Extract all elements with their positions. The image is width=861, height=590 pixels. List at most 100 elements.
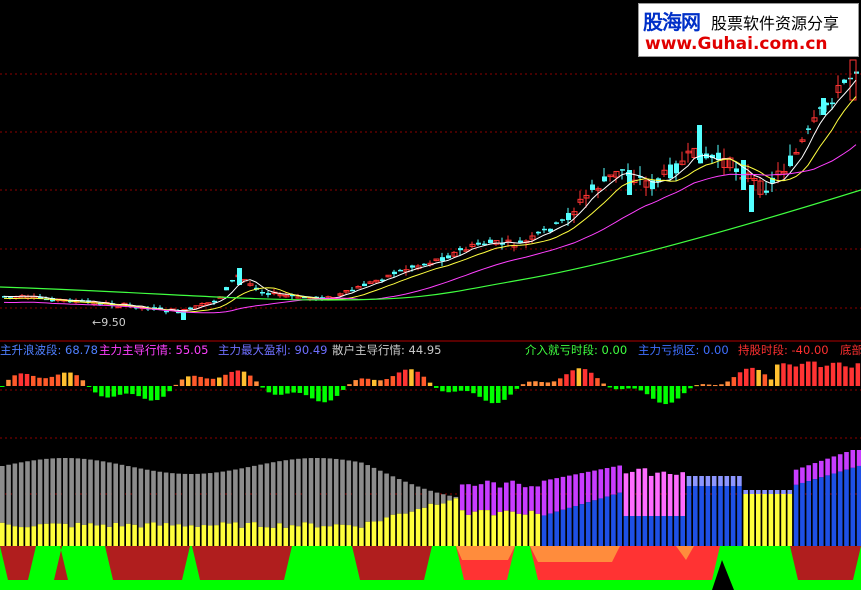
histogram-bar bbox=[626, 386, 631, 389]
histogram-bar bbox=[322, 386, 327, 403]
stacked-bar-lower bbox=[359, 527, 364, 546]
stacked-bar-upper bbox=[69, 458, 74, 528]
ribbon-red-zone bbox=[790, 546, 861, 580]
candle-body bbox=[607, 174, 614, 178]
candle-body bbox=[283, 294, 290, 298]
stacked-bar-indicator bbox=[0, 450, 861, 546]
stacked-bar-upper bbox=[409, 484, 415, 512]
stacked-bar-lower bbox=[264, 527, 270, 546]
histogram-bar bbox=[210, 378, 216, 386]
candle-body bbox=[380, 279, 385, 282]
histogram-bar bbox=[328, 386, 334, 401]
histogram-bar bbox=[737, 372, 743, 386]
logo-url[interactable]: www.Guhai.com.cn bbox=[645, 34, 828, 54]
stacked-bar-upper bbox=[491, 482, 496, 516]
stacked-bar-lower bbox=[88, 523, 93, 546]
stacked-bar-upper bbox=[680, 472, 685, 516]
histogram-bar bbox=[582, 369, 588, 386]
candle-body bbox=[821, 98, 826, 115]
stacked-bar-lower bbox=[459, 510, 465, 546]
candle-body bbox=[793, 152, 800, 155]
guhai-logo[interactable]: 股海网 股票软件资源分享 www.Guhai.com.cn bbox=[638, 3, 859, 57]
stacked-bar-upper bbox=[617, 465, 622, 493]
stacked-bar-upper bbox=[774, 490, 780, 494]
stacked-bar-lower bbox=[327, 526, 333, 546]
stacked-bar-lower bbox=[441, 503, 446, 546]
stacked-bar-lower bbox=[655, 516, 660, 546]
histogram-bar bbox=[551, 381, 557, 386]
stacked-bar-lower bbox=[365, 521, 370, 546]
histogram-bar bbox=[260, 386, 265, 388]
stacked-bar-lower bbox=[132, 524, 137, 546]
candle-body bbox=[488, 239, 493, 244]
stacked-bar-upper bbox=[333, 458, 339, 525]
stacked-bar-upper bbox=[170, 473, 175, 526]
candle-body bbox=[542, 228, 547, 231]
stacked-bar-upper bbox=[699, 476, 704, 486]
stacked-bar-upper bbox=[611, 466, 616, 495]
histogram-bar bbox=[179, 379, 185, 386]
stacked-bar-upper bbox=[182, 473, 188, 527]
stacked-bar-lower bbox=[302, 522, 307, 546]
histogram-bar bbox=[223, 374, 228, 386]
stacked-bar-lower bbox=[340, 524, 345, 546]
histogram-bar bbox=[297, 386, 303, 393]
stacked-bar-upper bbox=[352, 461, 358, 527]
stacked-bar-lower bbox=[258, 526, 263, 546]
histogram-bar bbox=[6, 379, 11, 386]
stacked-bar-lower bbox=[18, 527, 24, 546]
stacked-bar-lower bbox=[623, 516, 629, 546]
candle-body bbox=[476, 242, 481, 245]
histogram-bar bbox=[105, 386, 110, 398]
stacked-bar-upper bbox=[289, 459, 295, 526]
histogram-bar bbox=[291, 386, 296, 393]
candle-body bbox=[482, 243, 487, 246]
histogram-bar bbox=[527, 381, 532, 386]
stacked-bar-lower bbox=[296, 526, 301, 546]
stacked-bar-upper bbox=[541, 480, 547, 516]
stacked-bar-lower bbox=[579, 504, 585, 546]
stacked-bar-upper bbox=[283, 460, 289, 528]
ribbon-orange-zone bbox=[530, 546, 620, 562]
histogram-bar bbox=[396, 372, 402, 386]
stacked-bar-upper bbox=[693, 476, 698, 486]
histogram-bar bbox=[539, 382, 544, 386]
stacked-bar-upper bbox=[793, 469, 799, 485]
stacked-bar-upper bbox=[245, 467, 251, 524]
histogram-bar bbox=[204, 378, 210, 386]
stacked-bar-upper bbox=[686, 476, 692, 486]
stacked-bar-upper bbox=[296, 458, 301, 527]
stacked-bar-lower bbox=[239, 527, 244, 546]
stacked-bar-upper bbox=[441, 494, 446, 504]
indicator-label: 主力主导行情: bbox=[99, 343, 172, 357]
candle-body bbox=[668, 164, 673, 179]
histogram-bar bbox=[731, 377, 737, 386]
stacked-bar-lower bbox=[12, 526, 18, 546]
ma-line-mid bbox=[3, 96, 857, 313]
candle-body bbox=[679, 160, 686, 165]
candle-body bbox=[674, 163, 679, 174]
indicator-value: 0.00 bbox=[703, 343, 729, 357]
histogram-bar bbox=[31, 375, 36, 386]
stacked-bar-upper bbox=[44, 458, 49, 524]
candle-body bbox=[373, 279, 380, 283]
stacked-bar-upper bbox=[535, 486, 541, 514]
stacked-bar-lower bbox=[617, 492, 622, 546]
stacked-bar-upper bbox=[459, 484, 465, 511]
indicator-item-3: 散户主导行情: 44.95 bbox=[332, 342, 441, 358]
stacked-bar-lower bbox=[422, 507, 427, 546]
ribbon-red-zone bbox=[192, 546, 292, 580]
stacked-bar-upper bbox=[478, 484, 484, 511]
histogram-bar bbox=[365, 378, 371, 386]
histogram-bar bbox=[669, 386, 675, 403]
candle-body bbox=[830, 102, 835, 105]
candle-body bbox=[469, 243, 476, 247]
candle-body bbox=[237, 268, 242, 285]
stacked-bar-upper bbox=[434, 492, 440, 505]
stacked-bar-upper bbox=[189, 473, 194, 526]
candle-body bbox=[188, 307, 193, 310]
stacked-bar-lower bbox=[541, 515, 547, 546]
histogram-bar bbox=[24, 373, 30, 386]
indicator-label: 主升浪波段: bbox=[0, 343, 62, 357]
stacked-bar-lower bbox=[737, 486, 742, 546]
